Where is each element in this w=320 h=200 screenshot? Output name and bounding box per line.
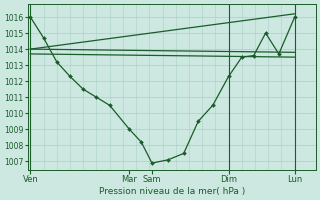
- X-axis label: Pression niveau de la mer( hPa ): Pression niveau de la mer( hPa ): [99, 187, 245, 196]
